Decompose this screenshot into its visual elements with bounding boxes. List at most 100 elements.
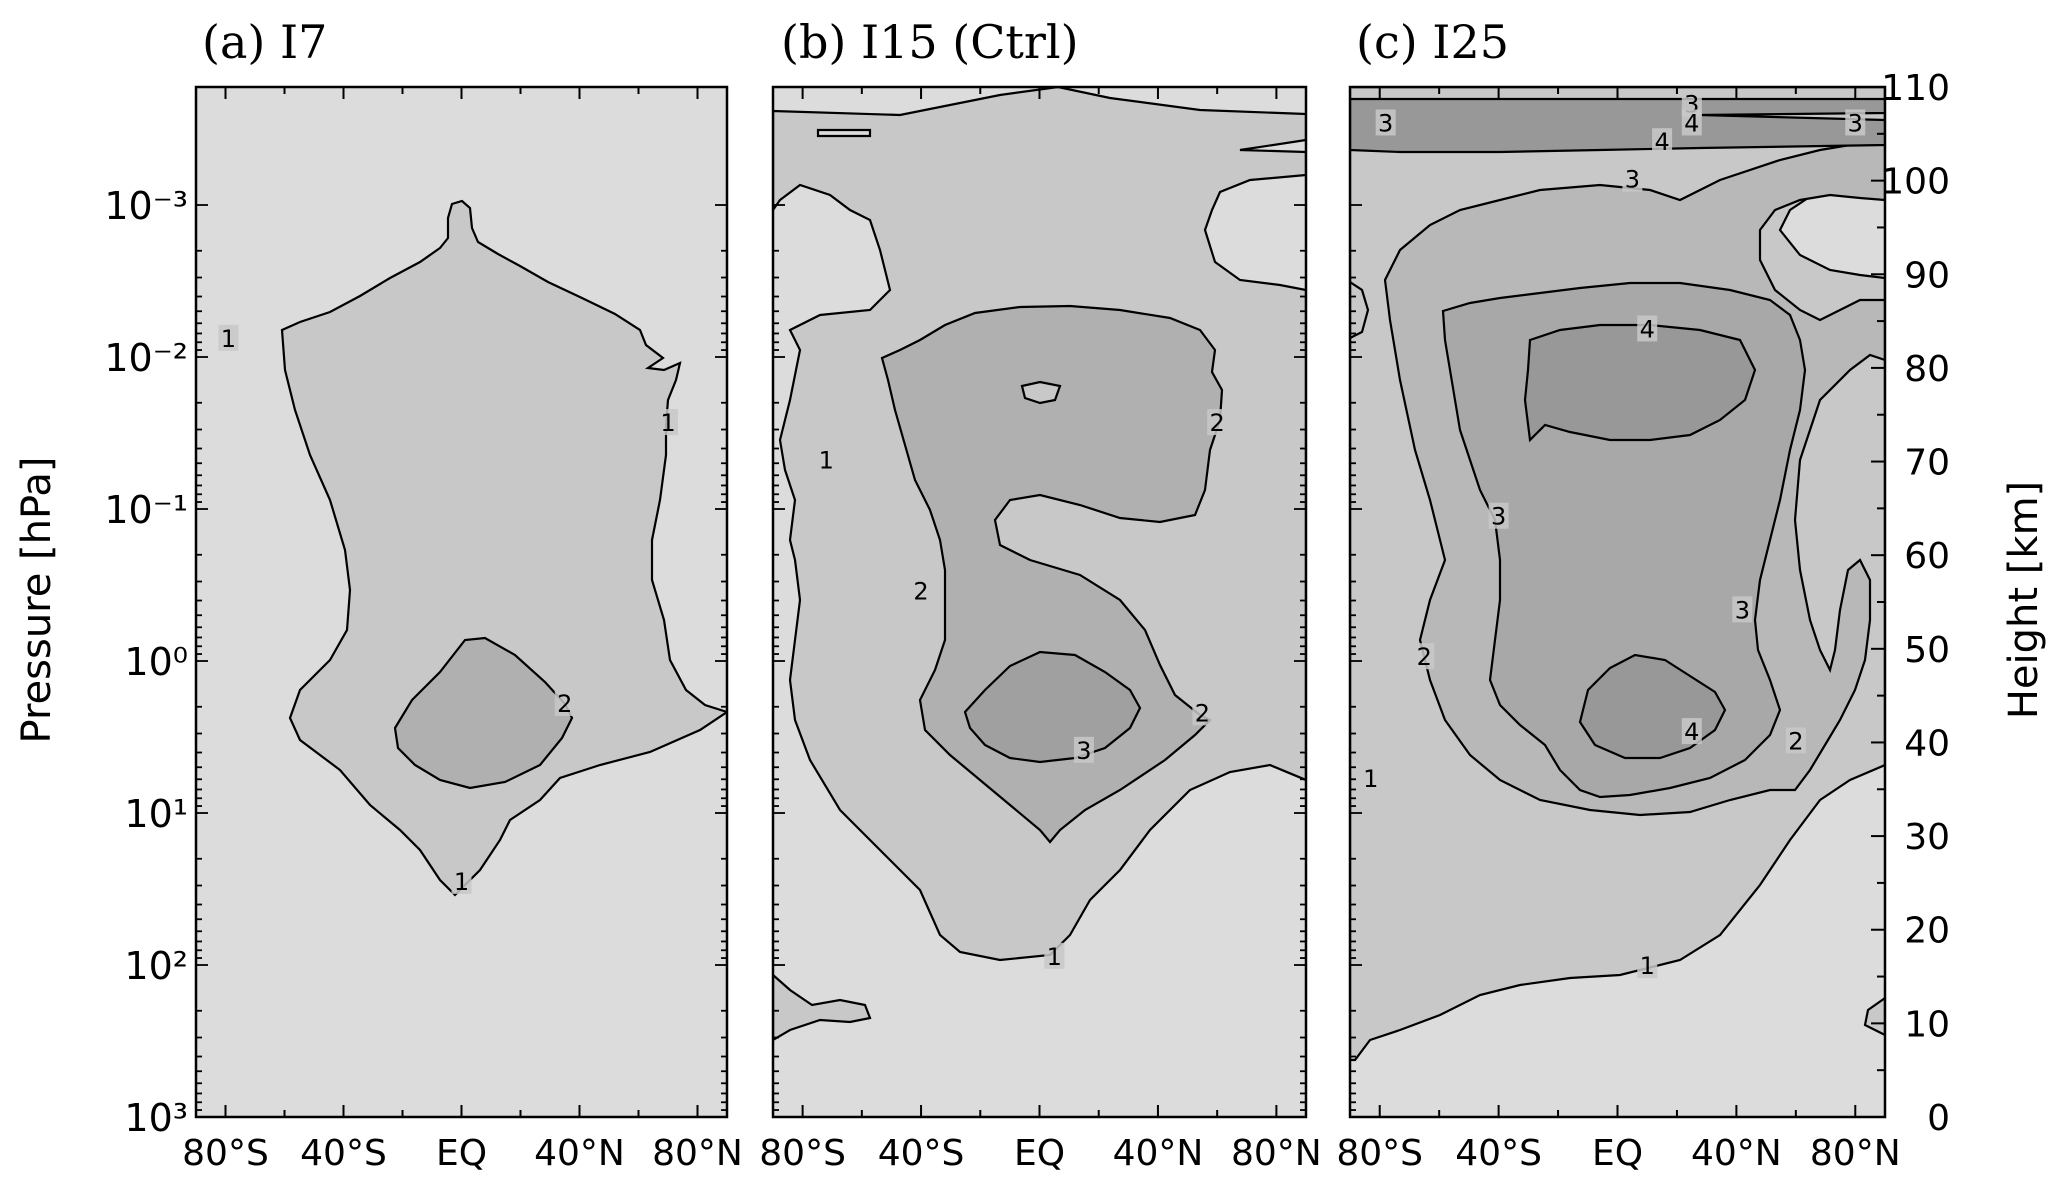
contour-label: 1: [221, 325, 236, 353]
contour-label: 1: [454, 868, 469, 896]
contour-label-bg: [1192, 699, 1213, 726]
x-tick-label: 40°N: [1113, 1133, 1204, 1174]
contour-label-bg: [1207, 409, 1228, 436]
contour-label: 2: [1417, 643, 1432, 671]
contour-label: 3: [1735, 596, 1750, 624]
panel-b: (b) I15 (Ctrl): [771, 15, 1308, 1119]
contour-label-bg: [658, 409, 678, 436]
x-tick-label: 40°S: [300, 1133, 387, 1174]
panel-c-ticks: [1350, 86, 1885, 1118]
contour-label-bg: [1845, 109, 1866, 136]
height-tick-label: 10: [1904, 1004, 1950, 1045]
contour-label-bg: [1044, 942, 1065, 969]
height-tick-label: 50: [1904, 630, 1950, 671]
y-tick-label: 10⁻²: [104, 336, 188, 380]
x-tick-label: 40°S: [1455, 1133, 1542, 1174]
y-left-axis-label: Pressure [hPa]: [14, 457, 60, 744]
contour-label-bg: [1073, 736, 1094, 763]
height-tick-label: 20: [1904, 911, 1950, 952]
panel-c-title: (c) I25: [1356, 15, 1509, 69]
contour-label: 1: [660, 409, 675, 437]
contour-label: 3: [1491, 503, 1506, 531]
contour-label: 4: [1654, 128, 1669, 156]
x-tick-label: 40°S: [878, 1133, 965, 1174]
panel-a-title: (a) I7: [202, 15, 327, 69]
contour-label-bg: [1652, 128, 1673, 155]
contour-label: 3: [1848, 109, 1863, 137]
contour-label: 2: [913, 578, 928, 606]
panel-a-contour-level-1: [280, 199, 727, 897]
panel-c: (c) I25: [1348, 15, 1887, 1119]
contour-label: 2: [1788, 727, 1803, 755]
y-tick-label: 10⁰: [124, 640, 188, 684]
panel-c-plot: [1350, 87, 1885, 1117]
y-tick-label: 10⁻³: [104, 184, 188, 228]
panel-b-contour-level-3: [963, 650, 1142, 764]
contour-label-bg: [911, 577, 932, 604]
contour-label-bg: [1637, 952, 1658, 979]
height-tick-label: 110: [1881, 68, 1950, 109]
contour-label-bg: [1360, 764, 1381, 791]
contour-label: 2: [1210, 409, 1225, 437]
panel-b-notch-upper-left: [816, 128, 872, 138]
contour-label-bg: [451, 867, 472, 894]
contour-label-bg: [1622, 165, 1643, 192]
panel-b-plot: [773, 87, 1306, 1117]
contour-label-bg: [1637, 315, 1658, 342]
contour-label-bg: [554, 690, 575, 716]
panel-c-right-low-lobe: [1863, 996, 1885, 1037]
x-tick-label: 40°N: [534, 1133, 625, 1174]
contour-label: 1: [1047, 943, 1062, 971]
height-tick-label: 80: [1904, 349, 1950, 390]
x-tick-label: 80°N: [1231, 1133, 1322, 1174]
y-tick-label: 10²: [124, 944, 188, 988]
height-tick-label: 100: [1881, 162, 1950, 203]
contour-label-bg: [816, 446, 837, 473]
contour-label: 1: [1363, 765, 1378, 793]
y-tick-label: 10⁻¹: [104, 488, 188, 532]
contour-label: 4: [1640, 315, 1655, 343]
contour-label: 3: [1378, 109, 1393, 137]
contour-label-bg: [1732, 596, 1753, 623]
contour-label: 1: [819, 447, 834, 475]
x-tick-label: 80°S: [182, 1133, 269, 1174]
y-tick-label: 10³: [124, 1096, 188, 1140]
contour-label: 3: [1625, 166, 1640, 194]
contour-label-bg: [1785, 727, 1806, 754]
panel-b-title: (b) I15 (Ctrl): [781, 15, 1079, 69]
contour-label: 3: [1076, 737, 1091, 765]
panel-b-contour-level-2-hole: [1020, 380, 1062, 405]
panel-a: (a) I7: [194, 15, 729, 1119]
contour-label-bg: [1375, 109, 1396, 136]
contour-label-bg: [218, 324, 239, 351]
x-tick-label: 40°N: [1691, 1133, 1782, 1174]
height-tick-label: 70: [1904, 443, 1950, 484]
height-tick-label: 0: [1927, 1098, 1950, 1139]
panel-c-top-band: [1350, 97, 1885, 154]
panel-a-plot: [196, 87, 727, 1117]
x-tick-label: EQ: [436, 1133, 487, 1174]
height-tick-label: 30: [1904, 817, 1950, 858]
x-tick-label: 80°N: [652, 1133, 743, 1174]
x-tick-label: 80°S: [1336, 1133, 1423, 1174]
contour-label: 4: [1684, 109, 1699, 137]
panel-b-left-bottom-patch: [773, 973, 872, 1042]
height-tick-label: 60: [1904, 536, 1950, 577]
x-tick-label: EQ: [1014, 1133, 1065, 1174]
panel-a-ticks: [196, 87, 727, 1118]
x-tick-label: 80°S: [759, 1133, 846, 1174]
contour-label: 2: [1195, 699, 1210, 727]
height-tick-label: 40: [1904, 723, 1950, 764]
contour-label-bg: [1414, 643, 1435, 670]
panel-b-ticks: [773, 87, 1306, 1118]
height-tick-label: 90: [1904, 255, 1950, 296]
x-tick-label: 80°N: [1810, 1133, 1901, 1174]
contour-label-bg: [1488, 502, 1509, 529]
y-right-axis-label: Height [km]: [2001, 481, 2047, 719]
contour-label: 1: [1640, 952, 1655, 980]
x-tick-label: EQ: [1592, 1133, 1643, 1174]
axis-tick-labels: 80°S 40°S EQ 40°N 80°N 80°S 40°S EQ 40°N 80°N 80°S…: [104, 68, 1950, 1174]
y-tick-label: 10¹: [124, 792, 188, 836]
